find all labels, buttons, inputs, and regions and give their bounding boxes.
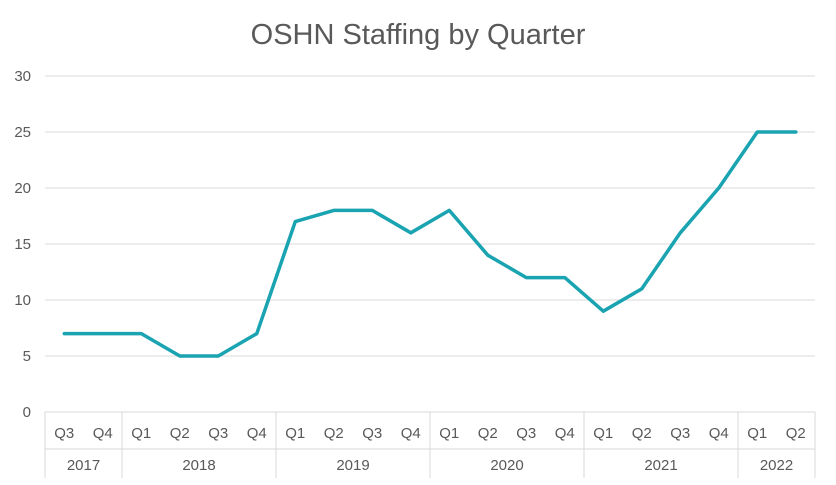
year-group-label: 2019 [336, 457, 369, 474]
x-tick-label: Q4 [247, 425, 267, 442]
x-tick-label: Q2 [786, 425, 806, 442]
x-tick-label: Q4 [709, 425, 729, 442]
x-tick-label: Q3 [362, 425, 382, 442]
year-group-label: 2020 [490, 457, 523, 474]
x-tick-label: Q1 [285, 425, 305, 442]
x-tick-label: Q2 [632, 425, 652, 442]
x-tick-label: Q3 [670, 425, 690, 442]
x-tick-label: Q3 [208, 425, 228, 442]
y-tick-label: 5 [23, 348, 31, 365]
y-tick-label: 15 [14, 236, 31, 253]
year-group-label: 2022 [760, 457, 793, 474]
x-tick-label: Q4 [555, 425, 575, 442]
y-tick-label: 0 [23, 404, 31, 421]
year-group-label: 2021 [644, 457, 677, 474]
y-tick-label: 30 [14, 68, 31, 85]
x-tick-label: Q3 [54, 425, 74, 442]
x-tick-label: Q2 [324, 425, 344, 442]
series-layer [62, 130, 798, 358]
x-tick-label: Q4 [93, 425, 113, 442]
chart-title: OSHN Staffing by Quarter [251, 19, 586, 51]
x-tick-label: Q1 [593, 425, 613, 442]
x-tick-label: Q2 [170, 425, 190, 442]
year-group-label: 2018 [182, 457, 215, 474]
gridlines [45, 75, 815, 413]
x-tick-label: Q1 [131, 425, 151, 442]
series-line [62, 130, 798, 358]
x-tick-label: Q1 [747, 425, 767, 442]
year-group-label: 2017 [67, 457, 100, 474]
y-tick-label: 25 [14, 124, 31, 141]
x-tick-label: Q3 [516, 425, 536, 442]
x-tick-label: Q2 [478, 425, 498, 442]
x-axis: Q3 Q4 Q1 Q2 Q3 Q4 Q1 Q2 Q3 Q4 Q1 Q2 Q3 Q4 Q1 Q2 Q3 Q4 Q1 Q2… [44, 412, 816, 478]
x-tick-label: Q4 [401, 425, 421, 442]
y-tick-label: 20 [14, 180, 31, 197]
y-axis: 0 5 10 15 20 25 30 [14, 68, 31, 421]
y-tick-label: 10 [14, 292, 31, 309]
x-tick-label: Q1 [439, 425, 459, 442]
